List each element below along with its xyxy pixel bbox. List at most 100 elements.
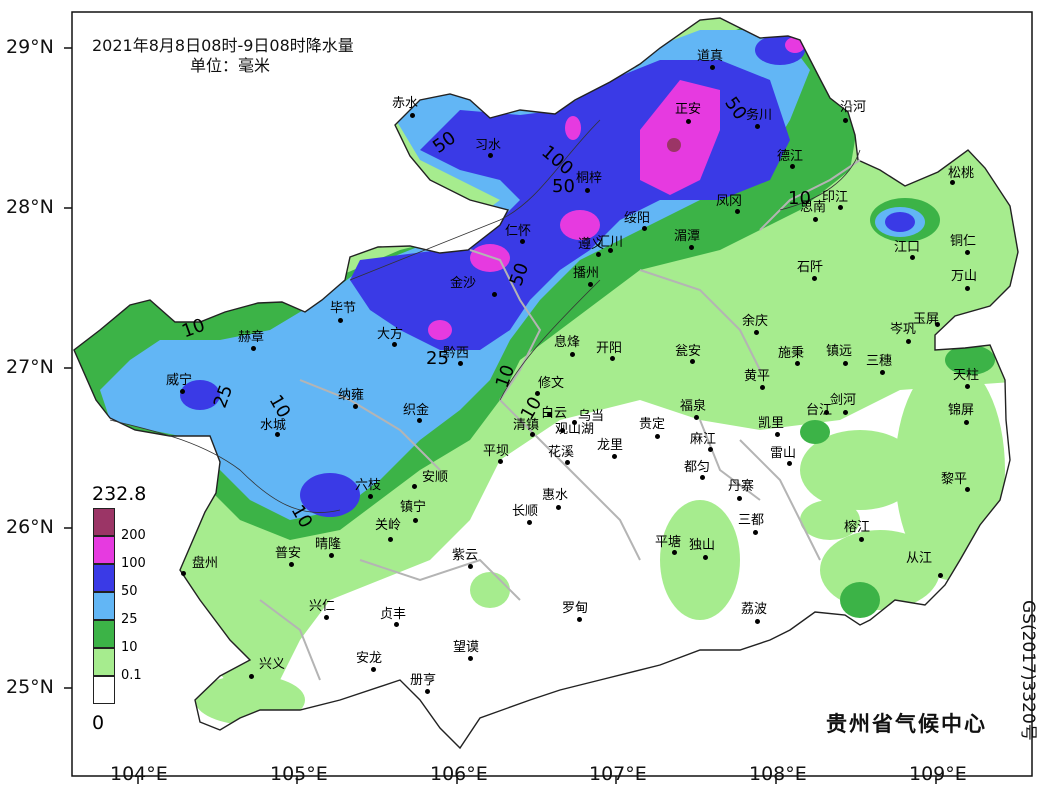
city-label: 铜仁 xyxy=(950,234,977,249)
city-dot xyxy=(251,346,256,351)
city-label: 惠水 xyxy=(542,488,569,503)
city-label: 瓮安 xyxy=(675,344,702,359)
city-label: 丹寨 xyxy=(728,479,755,494)
city-dot xyxy=(965,487,970,492)
legend-swatch xyxy=(93,564,115,592)
contour-label: 50 xyxy=(552,176,575,197)
city-dot xyxy=(735,209,740,214)
city-label: 剑河 xyxy=(830,393,857,408)
city-label: 清镇 xyxy=(513,418,540,433)
city-dot xyxy=(468,656,473,661)
city-label: 乌当 xyxy=(578,409,605,424)
city-label: 六枝 xyxy=(355,478,382,493)
city-dot xyxy=(795,361,800,366)
lon-label: 104°E xyxy=(110,763,168,785)
lat-label: 28°N xyxy=(6,196,54,218)
city-dot xyxy=(275,432,280,437)
city-dot xyxy=(753,530,758,535)
city-dot xyxy=(588,282,593,287)
contour-lines xyxy=(109,119,861,513)
city-dot xyxy=(324,615,329,620)
city-label: 大方 xyxy=(377,327,404,342)
legend-swatch xyxy=(93,676,115,704)
city-label: 镇宁 xyxy=(400,500,427,515)
city-label: 白云 xyxy=(541,406,568,421)
city-dot xyxy=(556,505,561,510)
city-dot xyxy=(935,322,940,327)
city-label: 玉屏 xyxy=(913,312,940,327)
contour-label: 10 xyxy=(788,188,811,209)
city-dot xyxy=(249,674,254,679)
city-label: 平塘 xyxy=(655,535,682,550)
city-dot xyxy=(530,432,535,437)
city-label: 开阳 xyxy=(596,341,623,356)
city-label: 晴隆 xyxy=(315,537,342,552)
city-label: 台江 xyxy=(806,403,833,418)
city-label: 汇川 xyxy=(597,235,624,250)
city-dot xyxy=(527,520,532,525)
lon-label: 106°E xyxy=(430,763,488,785)
city-dot xyxy=(392,342,397,347)
city-label: 赫章 xyxy=(238,330,265,345)
city-dot xyxy=(813,217,818,222)
city-label: 松桃 xyxy=(948,166,975,181)
city-dot xyxy=(181,571,186,576)
city-label: 余庆 xyxy=(742,314,769,329)
city-label: 黔西 xyxy=(443,346,470,361)
city-label: 岑巩 xyxy=(890,322,917,337)
city-dot xyxy=(458,361,463,366)
city-label: 织金 xyxy=(403,403,430,418)
city-dot xyxy=(950,180,955,185)
city-label: 长顺 xyxy=(512,504,539,519)
legend-label: 50 xyxy=(121,584,138,599)
city-dot xyxy=(938,573,943,578)
city-label: 沿河 xyxy=(840,100,867,115)
city-dot xyxy=(689,245,694,250)
city-label: 石阡 xyxy=(797,260,824,275)
city-dot xyxy=(520,239,525,244)
city-dot xyxy=(612,454,617,459)
city-dot xyxy=(565,460,570,465)
city-dot xyxy=(843,410,848,415)
city-dot xyxy=(910,255,915,260)
city-dot xyxy=(608,248,613,253)
city-label: 赤水 xyxy=(392,96,419,111)
legend-label: 25 xyxy=(121,612,138,627)
city-dot xyxy=(180,389,185,394)
city-dot xyxy=(710,65,715,70)
city-label: 威宁 xyxy=(166,373,193,388)
city-dot xyxy=(708,447,713,452)
city-dot xyxy=(755,619,760,624)
city-dot xyxy=(468,564,473,569)
city-label: 湄潭 xyxy=(674,229,701,244)
city-dot xyxy=(655,434,660,439)
city-label: 息烽 xyxy=(554,335,581,350)
city-dot xyxy=(694,415,699,420)
city-label: 天柱 xyxy=(953,368,980,383)
city-dot xyxy=(570,352,575,357)
city-label: 纳雍 xyxy=(338,388,365,403)
legend-min: 0 xyxy=(92,712,105,734)
city-label: 务川 xyxy=(746,108,773,123)
city-label: 安顺 xyxy=(422,470,449,485)
prefecture-boundaries xyxy=(259,159,861,681)
lat-label: 25°N xyxy=(6,676,54,698)
lat-label: 26°N xyxy=(6,516,54,538)
city-dot xyxy=(965,286,970,291)
city-label: 紫云 xyxy=(452,548,479,563)
city-dot xyxy=(787,461,792,466)
lon-label: 105°E xyxy=(270,763,328,785)
city-label: 三穗 xyxy=(866,354,893,369)
city-dot xyxy=(737,496,742,501)
city-label: 万山 xyxy=(951,269,978,284)
city-label: 遵义 xyxy=(578,237,605,252)
city-dot xyxy=(425,689,430,694)
city-label: 普安 xyxy=(275,546,302,561)
city-label: 独山 xyxy=(689,538,716,553)
city-dot xyxy=(498,459,503,464)
city-dot xyxy=(488,153,493,158)
city-label: 贞丰 xyxy=(380,607,407,622)
city-dot xyxy=(906,339,911,344)
city-dot xyxy=(388,537,393,542)
